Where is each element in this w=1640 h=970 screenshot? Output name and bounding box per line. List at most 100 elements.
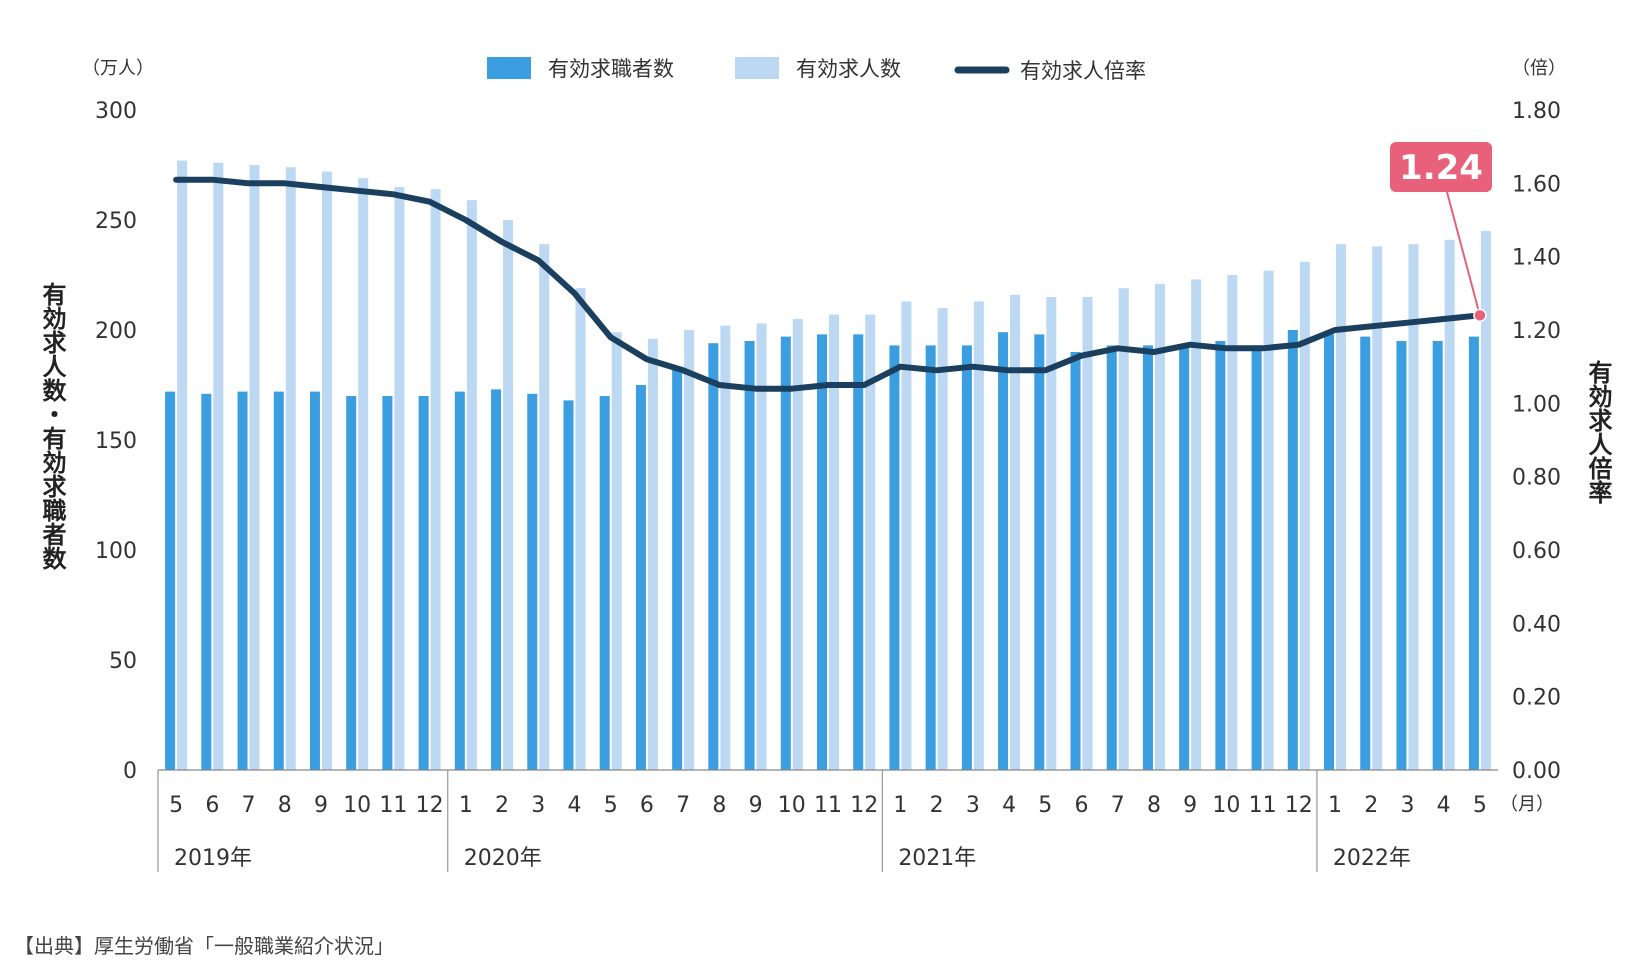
callout-leader (1446, 191, 1481, 316)
x-tick-label: 10 (343, 793, 371, 818)
bar-jobseekers (1432, 341, 1443, 770)
right-tick-label: 0.40 (1512, 612, 1561, 637)
bar-jobseekers (1360, 336, 1371, 770)
x-tick-label: 11 (379, 793, 407, 818)
x-tick-label: 8 (712, 793, 726, 818)
x-tick-label: 11 (1249, 793, 1277, 818)
legend-swatch-jobseekers (487, 57, 531, 79)
bar-openings (865, 314, 876, 770)
bar-openings (539, 244, 550, 770)
ratio-line-layer (173, 176, 1483, 392)
bar-openings (1154, 283, 1165, 770)
bar-jobseekers (1142, 345, 1153, 770)
bars (165, 160, 1491, 771)
bar-jobseekers (1396, 341, 1407, 770)
x-tick-label: 3 (1400, 793, 1414, 818)
bar-jobseekers (1106, 345, 1117, 770)
bar-openings (1046, 297, 1057, 770)
left-axis-title: 有効求人数・有効求職者数 (38, 282, 66, 571)
bar-jobseekers (1287, 330, 1298, 770)
bar-openings (177, 160, 188, 771)
bar-jobseekers (635, 385, 646, 770)
bar-jobseekers (853, 334, 864, 770)
right-unit-label: （倍） (1512, 58, 1566, 79)
x-tick-label: 9 (749, 793, 763, 818)
bar-jobseekers (454, 391, 465, 770)
bar-jobseekers (309, 391, 320, 770)
x-tick-label: 6 (205, 793, 219, 818)
x-tick-label: 7 (242, 793, 256, 818)
bar-openings (684, 330, 695, 770)
x-unit-label: （月） (1500, 794, 1554, 815)
bar-jobseekers (1215, 341, 1226, 770)
bar-jobseekers (925, 345, 936, 770)
callout-point (1473, 308, 1487, 323)
right-tick-label: 0.60 (1512, 539, 1561, 564)
x-tick-label: 6 (640, 793, 654, 818)
bar-jobseekers (491, 389, 502, 770)
x-tick-label: 12 (1285, 793, 1313, 818)
bar-jobseekers (382, 396, 393, 770)
bar-openings (647, 338, 658, 770)
year-label: 2019年 (174, 846, 252, 871)
x-tick-label: 9 (314, 793, 328, 818)
bar-jobseekers (1468, 336, 1479, 770)
bar-openings (1444, 239, 1455, 771)
bar-jobseekers (1324, 334, 1335, 770)
x-tick-label: 1 (1328, 793, 1342, 818)
right-tick-label: 1.40 (1512, 246, 1561, 271)
bar-openings (1082, 297, 1093, 770)
x-tick-label: 2 (495, 793, 509, 818)
bar-jobseekers (708, 343, 719, 770)
x-tick-label: 12 (416, 793, 444, 818)
bar-openings (430, 189, 441, 770)
bar-jobseekers (817, 334, 827, 770)
bar-openings (829, 314, 839, 770)
bar-openings (466, 200, 477, 770)
bar-jobseekers (599, 396, 610, 770)
x-tick-label: 1 (893, 793, 907, 818)
bar-openings (937, 308, 948, 770)
bar-openings (1227, 275, 1238, 770)
x-tick-label: 3 (531, 793, 545, 818)
bar-openings (394, 187, 405, 770)
callout: 1.24 (1390, 142, 1492, 323)
x-tick-label: 9 (1183, 793, 1197, 818)
x-tick-label: 5 (169, 793, 183, 818)
x-tick-label: 10 (778, 793, 806, 818)
x-tick-label: 6 (1075, 793, 1089, 818)
right-tick-label: 0.20 (1512, 686, 1561, 711)
legend-swatch-openings (735, 57, 779, 79)
left-tick-label: 0 (123, 759, 137, 784)
bar-openings (792, 319, 803, 770)
bar-jobseekers (744, 341, 755, 770)
left-tick-label: 150 (95, 429, 137, 454)
ratio-line (173, 176, 1483, 392)
bar-jobseekers (165, 391, 176, 770)
x-tick-label: 4 (1002, 793, 1016, 818)
x-tick-label: 5 (1038, 793, 1052, 818)
year-label: 2020年 (464, 846, 542, 871)
right-tick-label: 1.20 (1512, 319, 1561, 344)
x-tick-label: 12 (850, 793, 878, 818)
bar-jobseekers (889, 345, 900, 770)
bar-jobseekers (237, 391, 248, 770)
bar-jobseekers (527, 393, 538, 770)
bar-jobseekers (346, 396, 357, 770)
left-tick-label: 50 (109, 649, 137, 674)
bar-jobseekers (961, 345, 972, 770)
x-tick-label: 11 (814, 793, 842, 818)
x-tick-label: 1 (459, 793, 473, 818)
bar-jobseekers (672, 367, 683, 770)
bar-openings (358, 178, 369, 770)
bar-openings (901, 301, 912, 770)
right-tick-label: 1.80 (1512, 99, 1561, 124)
legend: 有効求職者数 有効求人数 有効求人倍率 (487, 57, 1146, 83)
x-tick-label: 4 (567, 793, 581, 818)
year-label: 2021年 (898, 846, 976, 871)
bar-openings (1480, 231, 1491, 770)
bar-jobseekers (780, 336, 791, 770)
left-tick-label: 300 (95, 99, 137, 124)
left-axis-ticks: 0 50 100 150 200 250 300 (95, 99, 137, 784)
x-tick-label: 4 (1437, 793, 1451, 818)
